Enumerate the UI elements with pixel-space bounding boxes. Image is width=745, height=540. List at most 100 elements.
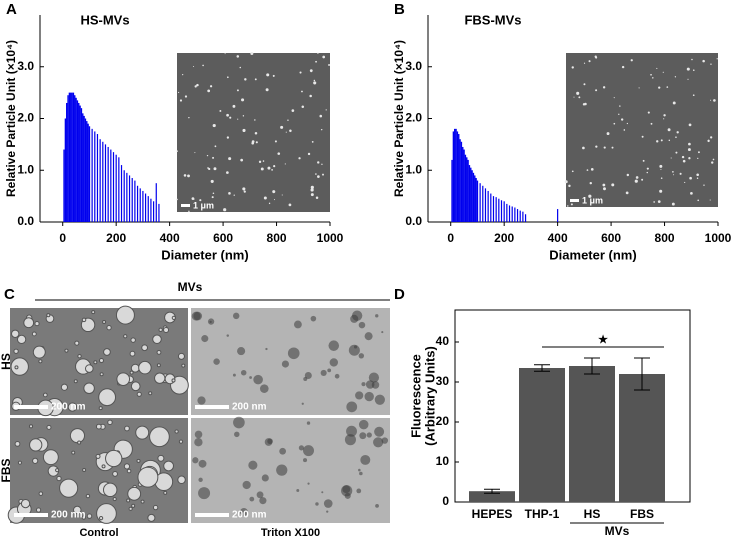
- bar: [79, 105, 81, 222]
- inset-speck: [227, 76, 229, 79]
- vesicle: [101, 464, 106, 469]
- inset-speck: [289, 129, 292, 133]
- inset-speck: [254, 78, 257, 81]
- inset-speck: [676, 131, 679, 134]
- vesicle: [96, 503, 117, 524]
- bar: [64, 118, 67, 222]
- vesicle: [131, 503, 136, 508]
- aggregate: [298, 445, 305, 451]
- inset-speck: [709, 199, 711, 201]
- chart-title: FBS-MVs: [464, 12, 521, 27]
- bar: [150, 198, 152, 222]
- aggregate: [327, 368, 332, 373]
- bar: [63, 149, 65, 222]
- bar: [456, 131, 459, 222]
- inset-speck: [226, 171, 229, 174]
- vesicle: [158, 327, 163, 333]
- x-tick-label: 1000: [317, 231, 344, 245]
- vesicle: [99, 372, 104, 377]
- scale-bar: [570, 199, 579, 202]
- inset-speck: [317, 175, 320, 178]
- inset-speck: [236, 89, 239, 92]
- inset-speck: [625, 191, 629, 195]
- inset-speck: [671, 202, 675, 206]
- inset-speck: [659, 189, 663, 193]
- bar: [619, 374, 665, 502]
- inset-speck: [328, 64, 331, 66]
- inset-speck: [267, 166, 271, 170]
- aggregate: [348, 344, 360, 356]
- vesicle: [16, 334, 27, 345]
- vesicle: [126, 498, 131, 503]
- inset-speck: [606, 132, 610, 136]
- y-tick-label: 3.0: [405, 59, 422, 73]
- inset-speck: [226, 136, 230, 139]
- aggregate: [329, 358, 339, 367]
- bar: [522, 211, 524, 222]
- aggregate: [328, 340, 340, 351]
- inset-speck: [682, 159, 686, 163]
- bar: [158, 203, 160, 222]
- vesicle: [98, 515, 104, 521]
- aggregate: [361, 382, 366, 387]
- aggregate: [293, 320, 302, 329]
- scale-bar-label: 1 μm: [582, 195, 603, 205]
- bar: [474, 175, 476, 222]
- aggregate: [253, 374, 263, 385]
- inset-speck: [663, 118, 665, 120]
- vesicle: [163, 490, 168, 495]
- aggregate: [346, 401, 358, 413]
- bar: [110, 149, 112, 222]
- inset-speck: [176, 150, 178, 152]
- x-tick-label: 600: [213, 231, 233, 245]
- vesicle: [163, 460, 174, 472]
- inset-speck: [262, 160, 265, 162]
- aggregate: [248, 460, 258, 470]
- aggregate: [256, 491, 264, 499]
- aggregate: [192, 457, 199, 464]
- inset-speck: [688, 142, 691, 146]
- y-tick-label: 2.0: [405, 111, 422, 125]
- vesicle: [126, 468, 132, 474]
- bar: [468, 165, 471, 222]
- x-tick-label: 1000: [705, 231, 732, 245]
- bar: [91, 128, 93, 222]
- inset-speck: [236, 55, 240, 58]
- error-bar: [484, 488, 500, 494]
- inset-speck: [310, 193, 314, 197]
- vesicle: [69, 428, 86, 444]
- x-tick-label: 200: [106, 231, 126, 245]
- inset-speck: [626, 122, 628, 125]
- panel-title: MVs: [178, 280, 203, 294]
- inset-speck: [219, 109, 222, 112]
- inset-speck: [690, 191, 693, 195]
- bar: [470, 167, 472, 222]
- vesicle: [38, 359, 43, 364]
- bar: [134, 180, 136, 222]
- inset-speck: [603, 187, 606, 191]
- vesicle: [38, 491, 44, 496]
- aggregate: [249, 496, 255, 502]
- inset-speck: [582, 103, 586, 106]
- aggregate: [353, 345, 358, 349]
- significance-mark: ★: [598, 334, 608, 346]
- inset-speck: [570, 203, 573, 206]
- y-axis-label: (Arbitrary Units): [422, 346, 437, 446]
- bar: [511, 206, 513, 222]
- inset-speck: [673, 174, 675, 176]
- bar: [471, 170, 473, 222]
- scale-bar-label: 1 μm: [193, 200, 214, 210]
- inset-speck: [568, 184, 571, 188]
- vesicle: [86, 513, 93, 519]
- vesicle: [46, 313, 51, 318]
- inset-speck: [184, 95, 188, 98]
- vesicle: [14, 441, 21, 447]
- vesicle: [154, 372, 166, 384]
- error-bar: [534, 364, 550, 372]
- inset-speck: [713, 99, 716, 102]
- aggregate: [360, 454, 371, 465]
- inset-speck: [214, 145, 217, 148]
- aggregate: [356, 488, 362, 494]
- vesicle: [43, 392, 48, 398]
- row-label: FBS: [0, 459, 13, 483]
